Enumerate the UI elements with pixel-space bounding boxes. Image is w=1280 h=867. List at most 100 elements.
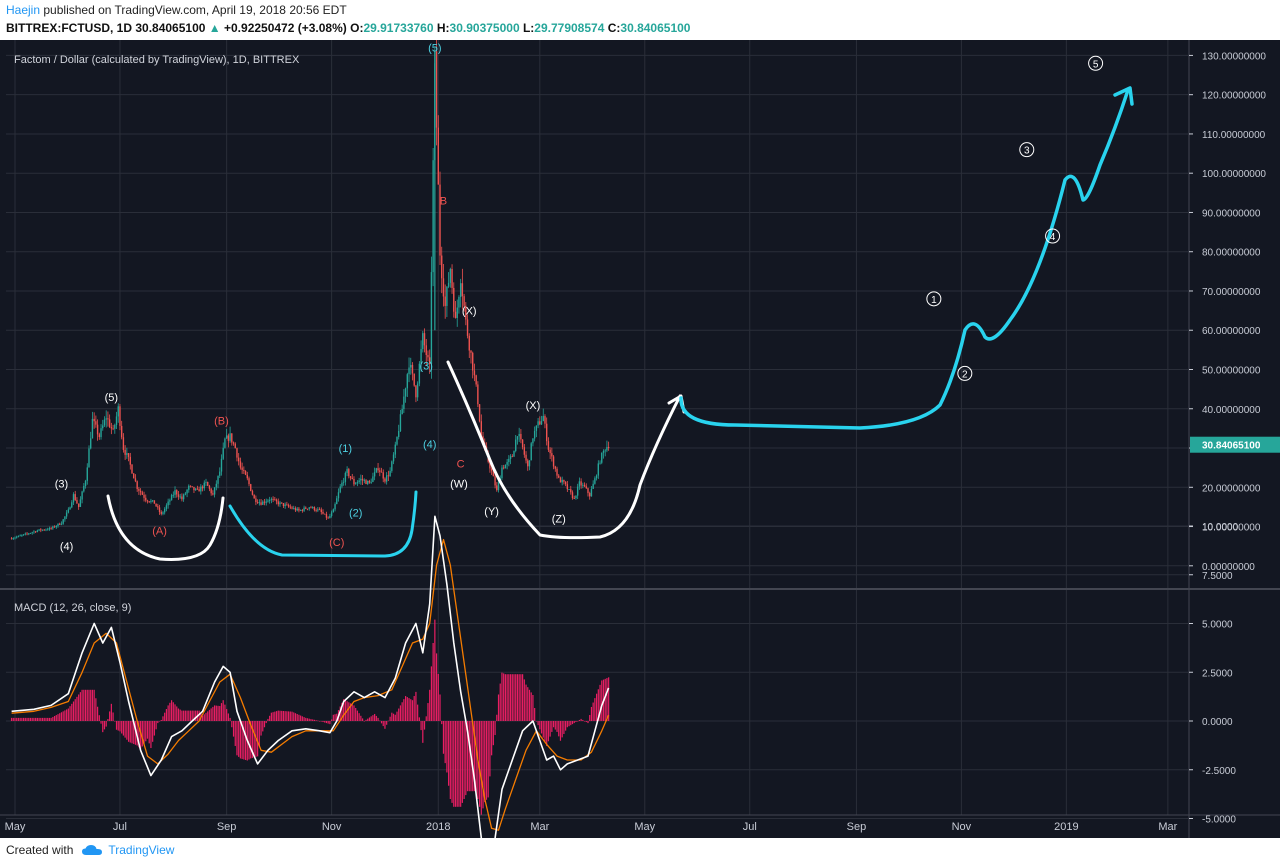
wave-label[interactable]: (3): [55, 478, 68, 490]
projection-circle[interactable]: [957, 365, 973, 381]
candle-body: [358, 480, 360, 483]
projection-label[interactable]: 4: [1050, 232, 1056, 243]
macd-histogram-bar: [570, 721, 572, 726]
candle-body: [398, 430, 400, 437]
candle-body: [164, 508, 166, 513]
macd-histogram-bar: [325, 721, 328, 724]
wave-label[interactable]: (5): [428, 42, 441, 54]
macd-histogram-bar: [384, 721, 386, 729]
macd-histogram-bar: [167, 705, 169, 721]
macd-histogram-bar: [554, 721, 556, 730]
macd-histogram-bar: [263, 721, 266, 728]
candle-body: [194, 488, 197, 491]
macd-histogram-bar: [343, 699, 345, 721]
candle-body: [272, 499, 274, 500]
wave-label[interactable]: (W): [450, 478, 468, 490]
candle-body: [475, 375, 477, 385]
projection-label[interactable]: 5: [1093, 59, 1099, 70]
author-link[interactable]: Haejin: [6, 3, 41, 17]
macd-line: [11, 515, 610, 838]
candle-body: [151, 500, 154, 502]
macd-histogram-bar: [179, 709, 181, 721]
wave-label[interactable]: (C): [329, 537, 344, 549]
macd-histogram-bar: [408, 698, 410, 721]
macd-histogram-bar: [217, 705, 219, 721]
macd-histogram-bar: [542, 721, 544, 738]
macd-histogram-bar: [48, 717, 51, 721]
candle-body: [182, 494, 185, 500]
time-tick-label: Nov: [952, 821, 972, 833]
projection-circle[interactable]: [926, 291, 942, 307]
wave-label[interactable]: (4): [60, 541, 73, 553]
projection-label[interactable]: 3: [1024, 146, 1030, 157]
macd-histogram-bar: [219, 706, 221, 721]
candle-body: [384, 478, 386, 482]
macd-histogram-bar: [29, 717, 32, 721]
candle-body: [12, 538, 14, 540]
signal-line: [11, 538, 610, 831]
macd-histogram-bar: [315, 720, 317, 721]
candle-body: [16, 536, 18, 538]
macd-histogram-bar: [231, 721, 233, 728]
projection-label[interactable]: 2: [962, 369, 968, 380]
white-bowl-curve-1[interactable]: [106, 494, 225, 561]
wave-label[interactable]: (5): [105, 392, 118, 404]
tradingview-logo[interactable]: TradingView: [81, 843, 174, 857]
wave-label[interactable]: (A): [152, 525, 167, 537]
publish-info: Haejin published on TradingView.com, Apr…: [6, 3, 347, 17]
candle-body: [176, 490, 178, 495]
candle-body: [477, 384, 479, 405]
candle-body: [509, 456, 512, 459]
cyan-projection-curve[interactable]: [679, 88, 1130, 430]
candle-body: [138, 489, 140, 491]
wave-label[interactable]: (1): [339, 443, 352, 455]
candle-body: [311, 507, 314, 508]
wave-label[interactable]: (4): [423, 439, 436, 451]
wave-label[interactable]: (X): [526, 400, 541, 412]
projection-label[interactable]: 1: [931, 295, 937, 306]
candle-body: [578, 481, 581, 487]
wave-label[interactable]: (2): [349, 508, 362, 520]
candle-body: [521, 439, 524, 448]
macd-histogram-bar: [258, 721, 260, 746]
projection-circle[interactable]: [1019, 142, 1035, 158]
wave-label[interactable]: (3): [420, 361, 433, 373]
macd-histogram-bar: [296, 713, 298, 721]
macd-histogram-bar: [351, 704, 353, 721]
projection-circle[interactable]: [1045, 228, 1061, 244]
chart-canvas[interactable]: 0.0000000010.0000000020.0000000030.00000…: [0, 40, 1280, 838]
candle-body: [516, 436, 519, 440]
wave-label[interactable]: (X): [462, 306, 477, 318]
wave-label[interactable]: (B): [214, 415, 229, 427]
macd-histogram-bar: [523, 679, 525, 721]
cyan-arrow-head[interactable]: [1113, 86, 1134, 106]
macd-histogram-bar: [434, 619, 436, 721]
candle-body: [160, 512, 162, 514]
wave-label[interactable]: B: [440, 196, 447, 208]
candle-body: [545, 423, 548, 442]
macd-histogram-bar: [164, 712, 166, 721]
macd-histogram-bar: [93, 689, 95, 721]
chart-area[interactable]: 0.0000000010.0000000020.0000000030.00000…: [0, 40, 1280, 838]
macd-histogram-bar: [559, 721, 562, 741]
macd-histogram-bar: [35, 717, 37, 721]
macd-histogram-bar: [451, 721, 453, 803]
wave-label[interactable]: (Z): [552, 514, 566, 526]
time-tick-label: May: [5, 821, 26, 833]
cyan-bowl-curve[interactable]: [228, 490, 418, 558]
candle-body: [234, 443, 236, 449]
wave-label[interactable]: (Y): [484, 506, 499, 518]
macd-histogram-bar: [241, 721, 243, 759]
wave-label[interactable]: C: [457, 459, 465, 471]
macd-histogram-bar: [152, 721, 154, 742]
candle-body: [472, 352, 474, 371]
projection-circle[interactable]: [1088, 55, 1104, 71]
white-bowl-curve-2[interactable]: [446, 360, 682, 540]
candle-body: [590, 488, 593, 497]
candle-body: [112, 428, 114, 430]
candle-body: [243, 469, 245, 471]
macd-histogram-bar: [392, 713, 395, 721]
macd-histogram-bar: [361, 718, 364, 721]
candle-body: [385, 475, 388, 482]
macd-histogram-bar: [222, 700, 224, 721]
